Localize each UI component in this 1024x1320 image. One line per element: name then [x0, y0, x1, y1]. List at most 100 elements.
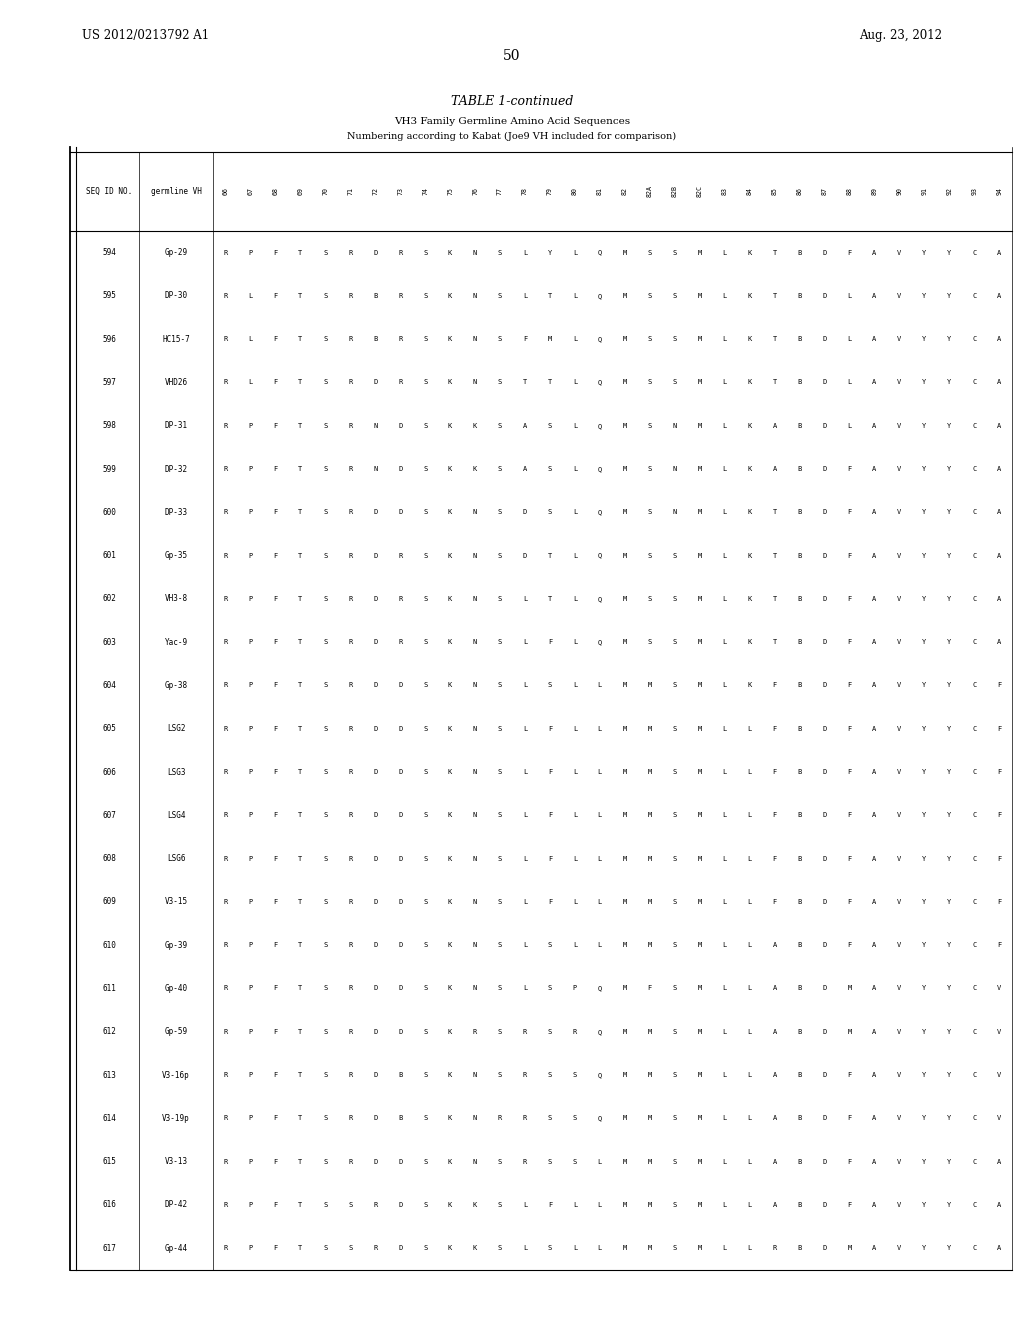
Text: V: V	[897, 1203, 901, 1208]
Text: D: D	[822, 422, 826, 429]
Text: L: L	[523, 855, 527, 862]
Text: 84: 84	[746, 187, 753, 195]
Text: Y: Y	[923, 595, 927, 602]
Text: N: N	[473, 1159, 477, 1164]
Text: M: M	[548, 337, 552, 342]
Text: K: K	[447, 682, 453, 689]
Text: S: S	[647, 595, 652, 602]
Text: R: R	[223, 639, 227, 645]
Text: Q: Q	[598, 986, 602, 991]
Text: Y: Y	[947, 466, 951, 473]
Text: Gp-35: Gp-35	[165, 552, 187, 560]
Text: R: R	[523, 1159, 527, 1164]
Text: T: T	[298, 986, 302, 991]
Text: S: S	[324, 379, 328, 385]
Text: S: S	[423, 293, 427, 298]
Text: L: L	[723, 1115, 727, 1122]
Text: K: K	[473, 1245, 477, 1251]
Text: Y: Y	[923, 379, 927, 385]
Text: R: R	[348, 422, 352, 429]
Text: M: M	[697, 942, 701, 948]
Text: M: M	[697, 466, 701, 473]
Text: B: B	[798, 682, 802, 689]
Text: 78: 78	[522, 187, 528, 195]
Text: S: S	[423, 249, 427, 256]
Text: Q: Q	[598, 639, 602, 645]
Text: K: K	[447, 1028, 453, 1035]
Text: Y: Y	[947, 1203, 951, 1208]
Text: L: L	[723, 986, 727, 991]
Text: S: S	[324, 1245, 328, 1251]
Text: C: C	[972, 812, 977, 818]
Text: F: F	[772, 682, 777, 689]
Text: C: C	[972, 986, 977, 991]
Text: R: R	[348, 682, 352, 689]
Text: S: S	[498, 553, 502, 558]
Text: S: S	[673, 1245, 677, 1251]
Text: R: R	[348, 595, 352, 602]
Text: D: D	[398, 1028, 402, 1035]
Text: V: V	[897, 1115, 901, 1122]
Text: F: F	[847, 466, 852, 473]
Text: 69: 69	[297, 187, 303, 195]
Text: L: L	[748, 1115, 752, 1122]
Text: N: N	[473, 855, 477, 862]
Text: S: S	[423, 1245, 427, 1251]
Text: R: R	[223, 682, 227, 689]
Text: V: V	[897, 855, 901, 862]
Text: R: R	[398, 595, 402, 602]
Text: S: S	[673, 379, 677, 385]
Text: R: R	[373, 1245, 378, 1251]
Text: S: S	[548, 1245, 552, 1251]
Text: L: L	[523, 249, 527, 256]
Text: D: D	[373, 510, 378, 515]
Text: K: K	[447, 379, 453, 385]
Text: T: T	[298, 553, 302, 558]
Text: S: S	[498, 682, 502, 689]
Text: T: T	[298, 466, 302, 473]
Text: D: D	[822, 466, 826, 473]
Text: L: L	[598, 812, 602, 818]
Text: R: R	[223, 510, 227, 515]
Text: S: S	[498, 1028, 502, 1035]
Text: B: B	[798, 249, 802, 256]
Text: V: V	[897, 942, 901, 948]
Text: 74: 74	[422, 187, 428, 195]
Text: L: L	[572, 553, 578, 558]
Text: A: A	[772, 1115, 777, 1122]
Text: Y: Y	[923, 466, 927, 473]
Text: V: V	[897, 1245, 901, 1251]
Text: D: D	[373, 1028, 378, 1035]
Text: M: M	[623, 726, 627, 731]
Text: R: R	[348, 1159, 352, 1164]
Text: 88: 88	[847, 187, 852, 195]
Text: A: A	[997, 337, 1001, 342]
Text: 85: 85	[772, 187, 777, 195]
Text: M: M	[623, 293, 627, 298]
Text: R: R	[348, 639, 352, 645]
Text: N: N	[473, 1072, 477, 1078]
Text: S: S	[423, 553, 427, 558]
Text: M: M	[647, 726, 652, 731]
Text: R: R	[348, 726, 352, 731]
Text: M: M	[623, 682, 627, 689]
Text: V: V	[897, 249, 901, 256]
Text: LSG3: LSG3	[167, 767, 185, 776]
Text: A: A	[872, 942, 877, 948]
Text: D: D	[398, 770, 402, 775]
Text: A: A	[772, 422, 777, 429]
Text: B: B	[373, 337, 378, 342]
Text: K: K	[447, 249, 453, 256]
Text: 91: 91	[922, 187, 928, 195]
Text: Y: Y	[923, 986, 927, 991]
Text: K: K	[473, 422, 477, 429]
Text: R: R	[398, 553, 402, 558]
Text: K: K	[748, 293, 752, 298]
Text: S: S	[423, 1115, 427, 1122]
Text: M: M	[647, 1245, 652, 1251]
Text: D: D	[373, 379, 378, 385]
Text: D: D	[822, 1115, 826, 1122]
Text: M: M	[697, 639, 701, 645]
Text: A: A	[872, 986, 877, 991]
Text: L: L	[723, 855, 727, 862]
